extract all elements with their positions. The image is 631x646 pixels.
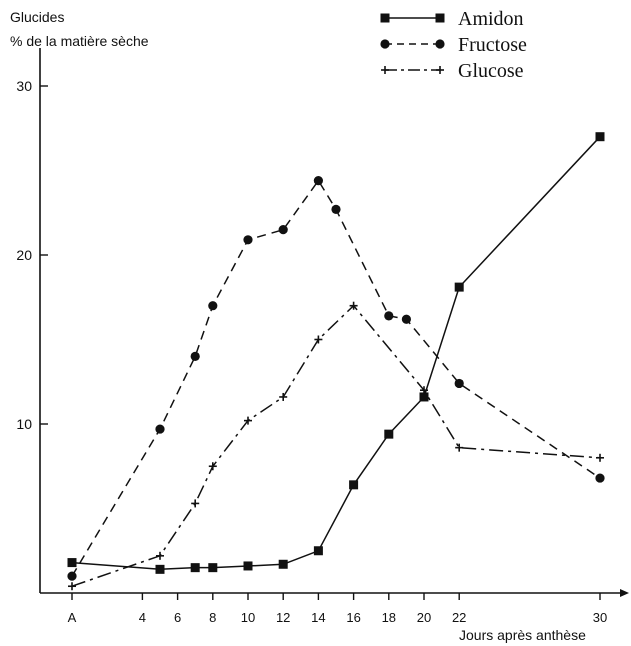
series-amidon [67, 132, 605, 574]
data-point-fructose [155, 424, 165, 434]
series-fructose [67, 176, 605, 581]
y-tick-label: 30 [16, 78, 32, 94]
data-point-amidon [278, 559, 288, 569]
legend-marker-start [381, 66, 389, 74]
series-line-amidon [71, 136, 601, 571]
x-tick-label: 22 [452, 610, 466, 625]
data-point-fructose [401, 314, 411, 324]
x-tick-label: 14 [311, 610, 325, 625]
legend-label: Fructose [458, 34, 527, 56]
data-point-amidon [349, 480, 359, 490]
data-point-fructose [454, 378, 464, 389]
x-axis-label: Jours après anthèse [459, 627, 586, 643]
legend-item-fructose: Fructose [380, 34, 527, 56]
data-point-fructose [278, 225, 288, 235]
x-tick-label: 16 [346, 610, 360, 625]
data-point-glucose [191, 499, 200, 508]
data-point-amidon [313, 546, 323, 556]
x-tick-label: 4 [139, 610, 146, 625]
data-point-amidon [384, 429, 394, 439]
data-point-glucose [420, 386, 428, 395]
legend-marker-end [436, 66, 444, 74]
data-point-glucose [314, 335, 323, 344]
x-axis-arrow [620, 589, 629, 597]
data-point-fructose [67, 571, 77, 581]
legend: Amidon Fructose Glucose [380, 8, 527, 82]
y-axis-label-line1: Glucides [10, 9, 64, 25]
series-line-fructose [71, 179, 601, 577]
data-point-amidon [190, 563, 200, 573]
x-ticks: A 4 6 8 10 12 14 16 18 20 22 30 [68, 593, 607, 625]
data-point-fructose [208, 301, 218, 311]
data-point-glucose [455, 443, 464, 452]
data-point-amidon [595, 132, 605, 142]
data-point-amidon [67, 558, 77, 568]
y-tick-label: 10 [16, 416, 32, 432]
data-point-fructose [243, 235, 253, 245]
series-layer [67, 132, 605, 591]
data-point-fructose [384, 311, 394, 321]
legend-label: Amidon [458, 8, 524, 30]
series-glucose [68, 301, 604, 591]
x-tick-label: 6 [174, 610, 181, 625]
x-tick-label: 8 [209, 610, 216, 625]
legend-item-amidon: Amidon [380, 8, 524, 30]
x-tick-label: 18 [382, 610, 396, 625]
data-point-fructose [313, 176, 323, 186]
data-point-glucose [208, 462, 217, 471]
data-point-amidon [419, 392, 429, 402]
legend-marker-end [435, 13, 445, 23]
data-point-glucose [244, 416, 252, 425]
data-point-glucose [349, 301, 358, 310]
data-point-fructose [595, 473, 605, 483]
data-point-glucose [156, 551, 164, 560]
data-point-amidon [243, 561, 253, 571]
data-point-glucose [596, 453, 604, 462]
data-point-fructose [190, 351, 200, 361]
data-point-glucose [279, 392, 288, 401]
legend-marker-end [435, 39, 445, 49]
legend-marker-start [380, 13, 390, 23]
legend-label: Glucose [458, 60, 524, 82]
x-tick-label: 30 [593, 610, 607, 625]
y-ticks: 10 20 30 [16, 78, 48, 432]
legend-item-glucose: Glucose [381, 60, 524, 82]
x-tick-label: 20 [417, 610, 431, 625]
x-tick-label: 10 [241, 610, 255, 625]
data-point-amidon [454, 282, 464, 292]
y-tick-label: 20 [16, 247, 32, 263]
data-point-amidon [155, 564, 165, 574]
data-point-amidon [208, 563, 218, 573]
legend-marker-start [380, 39, 390, 49]
x-tick-label: A [68, 610, 77, 625]
data-point-fructose [331, 204, 341, 214]
data-point-glucose [68, 582, 76, 591]
x-tick-label: 12 [276, 610, 290, 625]
y-axis-label-line2: % de la matière sèche [10, 33, 149, 49]
series-line-glucose [71, 304, 601, 587]
